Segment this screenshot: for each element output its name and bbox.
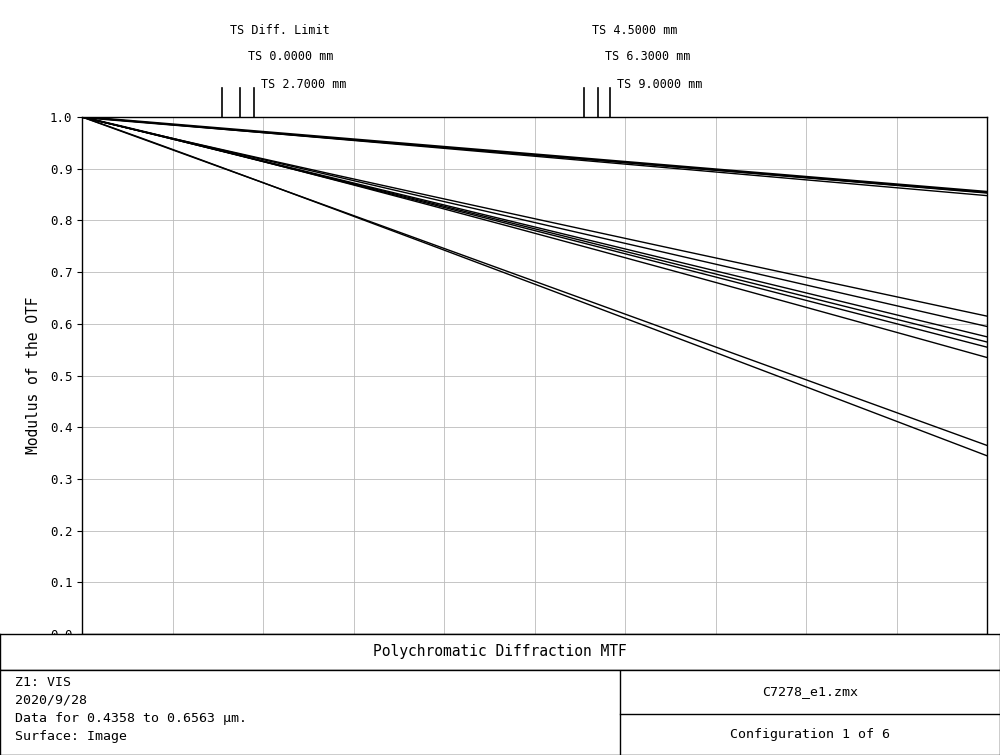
Text: TS 4.5000 mm: TS 4.5000 mm [592,24,677,37]
Y-axis label: Modulus of the OTF: Modulus of the OTF [26,297,41,455]
Text: Polychromatic Diffraction MTF: Polychromatic Diffraction MTF [373,645,627,659]
Text: Configuration 1 of 6: Configuration 1 of 6 [730,728,890,741]
Text: C7278_e1.zmx: C7278_e1.zmx [762,686,858,698]
Text: TS 2.7000 mm: TS 2.7000 mm [261,78,347,91]
Text: TS 0.0000 mm: TS 0.0000 mm [248,51,333,63]
Text: TS Diff. Limit: TS Diff. Limit [230,24,329,37]
X-axis label: Spatial Frequency in cycles per mm: Spatial Frequency in cycles per mm [386,665,683,680]
Text: Z1: VIS
2020/9/28
Data for 0.4358 to 0.6563 μm.
Surface: Image: Z1: VIS 2020/9/28 Data for 0.4358 to 0.6… [15,676,247,743]
Text: TS 6.3000 mm: TS 6.3000 mm [605,51,691,63]
Text: TS 9.0000 mm: TS 9.0000 mm [617,78,702,91]
